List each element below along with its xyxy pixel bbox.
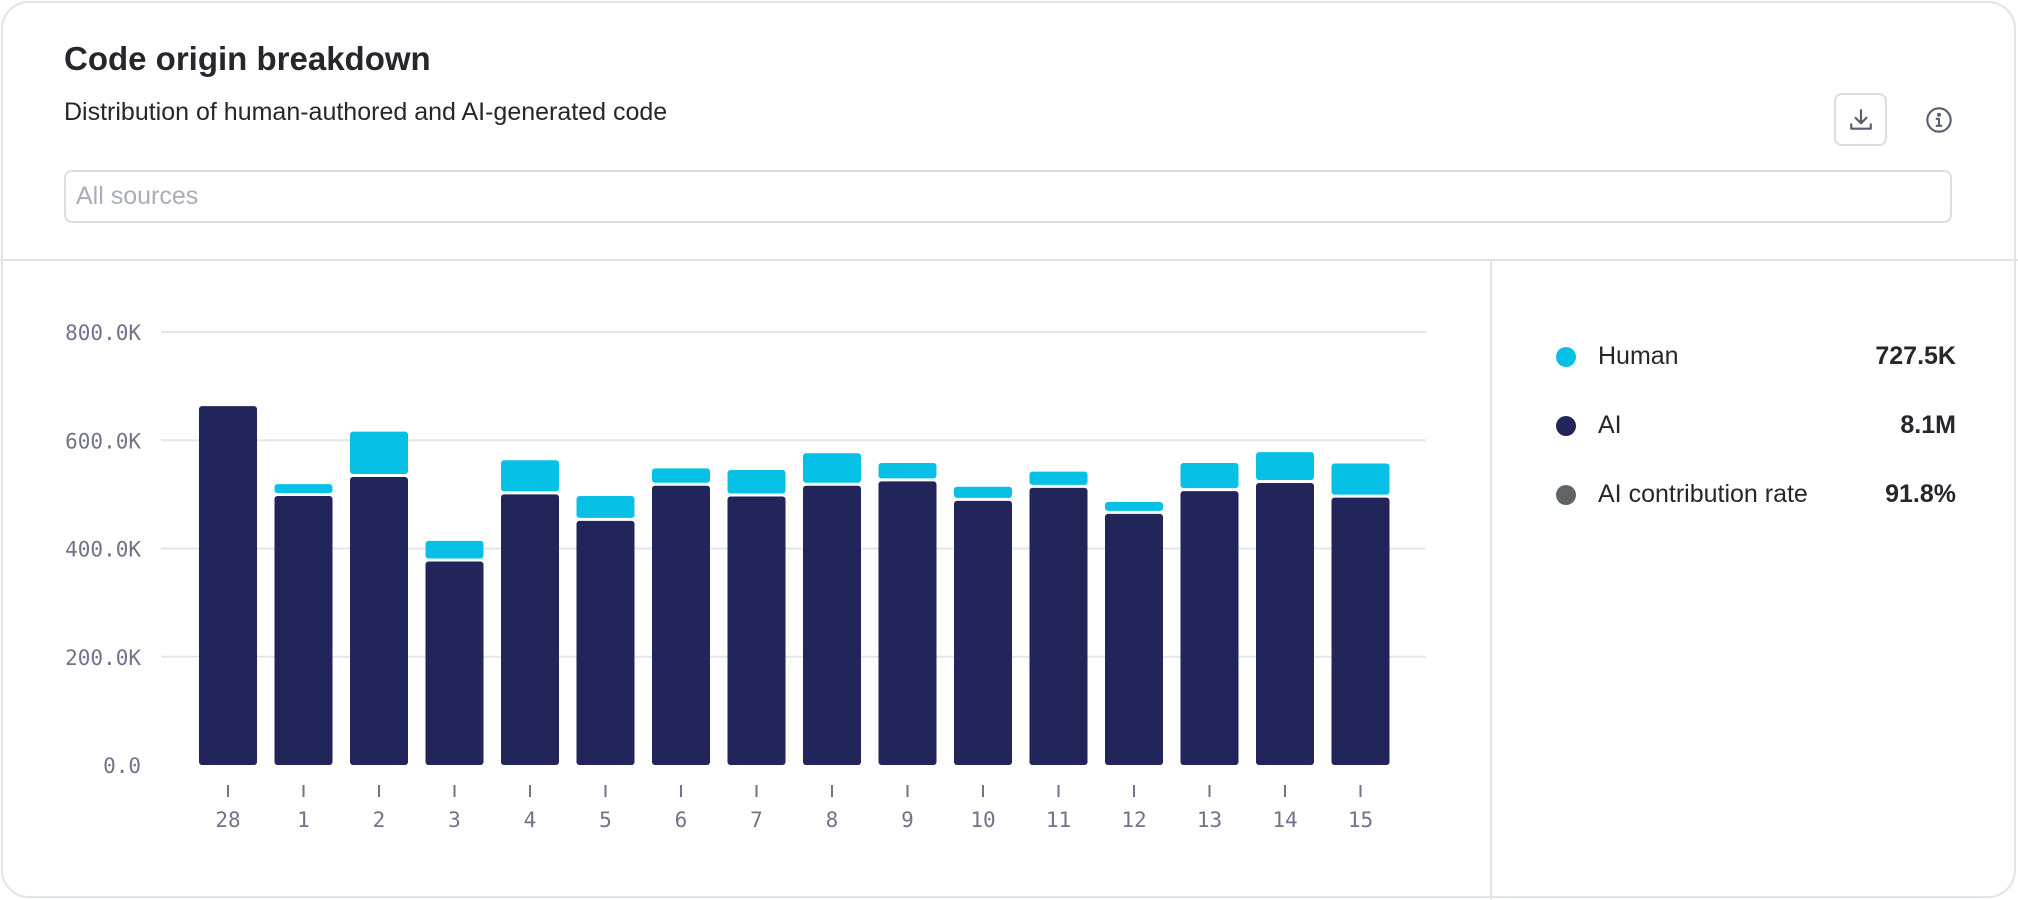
x-tick-label: 14 [1272,808,1297,832]
y-tick-label: 600.0K [65,429,141,453]
bar-ai [1331,497,1390,765]
bar-ai [652,485,710,765]
bar-ai [576,520,635,765]
y-tick-label: 200.0K [65,646,141,670]
rate-dot-icon [1556,484,1576,505]
download-button[interactable] [1834,93,1887,146]
legend-item-ai-rate: AI contribution rate 91.8% [1556,460,1956,529]
x-tick-label: 8 [826,808,839,832]
bar-human [1105,501,1163,511]
source-filter-input[interactable] [64,170,1952,223]
legend: Human 727.5K AI 8.1M AI contribution rat… [1556,322,1956,529]
legend-item-ai: AI 8.1M [1556,391,1956,460]
bar-ai [199,406,257,765]
x-tick-label: 11 [1046,808,1071,832]
bar-ai [1256,483,1314,765]
legend-label: AI contribution rate [1598,480,1808,508]
bar-human [1331,463,1390,495]
x-tick-label: 1 [297,808,310,832]
bar-ai [350,477,408,765]
x-tick-label: 5 [599,808,612,832]
x-tick-label: 6 [675,808,688,832]
x-tick-label: 28 [215,808,240,832]
bar-ai [803,485,861,765]
x-tick-label: 13 [1197,808,1222,832]
bar-ai [1105,513,1163,765]
legend-value: 727.5K [1875,342,1956,370]
legend-value: 91.8% [1885,480,1956,508]
bar-human [501,460,559,492]
divider [0,259,2018,261]
bar-human [727,470,786,494]
legend-label: Human [1598,342,1679,370]
y-tick-label: 400.0K [65,538,141,562]
bar-ai [501,494,559,765]
x-tick-label: 9 [901,808,914,832]
bar-human [652,468,710,483]
bar-human [425,540,484,559]
page-subtitle: Distribution of human-authored and AI-ge… [64,98,668,126]
bar-ai [1029,487,1088,765]
x-tick-label: 12 [1121,808,1146,832]
legend-value: 8.1M [1900,411,1956,439]
human-dot-icon [1556,346,1576,367]
bar-human [954,486,1012,498]
bar-ai [1180,491,1239,765]
bar-human [350,431,408,475]
ai-dot-icon [1556,415,1576,436]
bar-ai [425,561,484,765]
bar-ai [878,481,937,765]
bar-ai [727,496,786,765]
legend-item-human: Human 727.5K [1556,322,1956,391]
bar-human [878,462,937,479]
x-tick-label: 3 [448,808,461,832]
x-tick-label: 10 [970,808,995,832]
legend-label: AI [1598,411,1622,439]
bar-human [274,484,333,493]
bar-ai [954,500,1012,765]
x-tick-label: 2 [373,808,386,832]
download-icon [1849,108,1872,130]
bar-human [1256,452,1314,481]
bar-human [576,495,635,518]
y-tick-label: 0.0 [103,754,141,778]
y-tick-label: 800.0K [65,321,141,345]
info-icon[interactable] [1925,106,1953,134]
bar-human [1029,471,1088,485]
x-tick-label: 4 [524,808,537,832]
bar-human [1180,462,1239,489]
x-tick-label: 15 [1348,808,1373,832]
page-title: Code origin breakdown [64,40,431,77]
bar-human [803,453,861,483]
bar-ai [274,495,333,765]
x-tick-label: 7 [750,808,763,832]
divider [1490,260,1492,900]
